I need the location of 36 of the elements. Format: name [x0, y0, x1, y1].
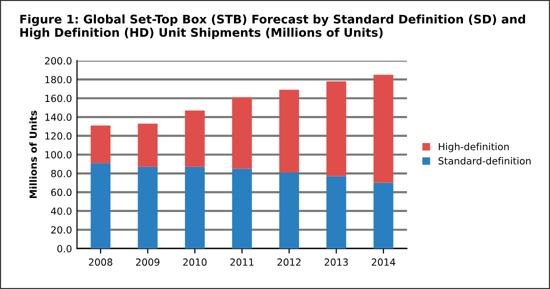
bar	[138, 166, 158, 249]
bar	[279, 90, 300, 172]
x-tick-label: 2011	[230, 258, 254, 266]
y-axis-title: Millions of Units	[29, 110, 37, 198]
x-tick-label: 2008	[88, 258, 112, 266]
y-tick-label: 120.0	[45, 132, 72, 140]
y-tick-label: 60.0	[51, 188, 72, 196]
x-tick-label: 2009	[136, 258, 160, 266]
x-tick-label: 2014	[372, 258, 396, 266]
bar	[184, 166, 205, 249]
bar	[326, 81, 346, 176]
y-tick-label: 80.0	[51, 170, 72, 178]
y-tick-label: 160.0	[45, 94, 72, 102]
x-tick-label: 2012	[277, 258, 301, 266]
x-tick-label: 2010	[183, 258, 207, 266]
legend-label: High-definition	[438, 142, 509, 152]
y-tick-label: 100.0	[45, 151, 72, 158]
bar	[232, 168, 252, 249]
bar	[326, 176, 346, 249]
y-tick-label: 0.0	[57, 245, 72, 252]
bar	[138, 124, 158, 167]
y-tick-label: 40.0	[50, 207, 72, 215]
bar	[232, 97, 252, 169]
y-tick-label: 20.0	[51, 226, 72, 234]
bar	[90, 126, 110, 164]
y-tick-label: 200.0	[45, 57, 72, 65]
chart-title: Figure 1: Global Set-Top Box (STB) Forecast by Standard Definition (SD) and High Definition (HD) Unit Shipments (Millions of Units)	[20, 14, 526, 40]
y-tick-label: 140.0	[45, 114, 72, 121]
bar	[374, 182, 394, 249]
y-tick-label: 180.0	[45, 76, 72, 84]
bar	[279, 172, 300, 249]
bar	[184, 110, 205, 167]
x-tick-label: 2013	[324, 258, 348, 266]
legend-label: Standard-definition	[438, 157, 531, 165]
bar	[90, 163, 110, 249]
bar	[374, 74, 394, 183]
